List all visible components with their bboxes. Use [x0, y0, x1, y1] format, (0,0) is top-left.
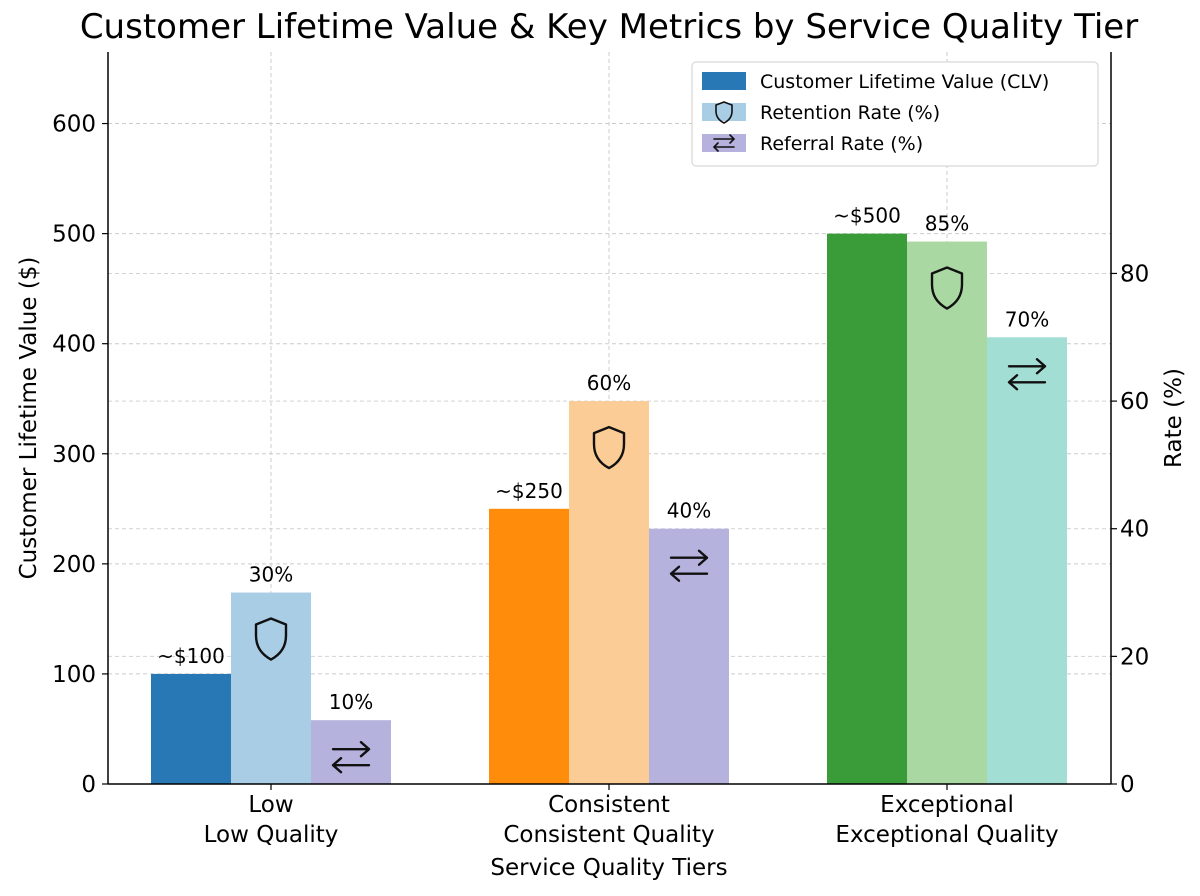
bar [907, 241, 987, 785]
legend-swatch [702, 72, 746, 90]
shield-icon [254, 617, 288, 661]
y-tick-label-right: 40 [1120, 517, 1149, 543]
swap-arrows-icon [669, 549, 709, 582]
legend-label: Retention Rate (%) [760, 102, 940, 124]
y-tick-label-right: 0 [1120, 772, 1135, 798]
bar-data-label: 10% [329, 690, 373, 714]
shield-icon [715, 101, 733, 124]
bar-data-label: ~$250 [495, 479, 563, 503]
y-tick-label-left: 200 [52, 552, 96, 578]
y-tick-label-left: 300 [52, 442, 96, 468]
swap-arrows-icon [331, 740, 371, 774]
bar-data-label: ~$100 [157, 644, 225, 668]
bar [649, 528, 729, 784]
y-tick-label-left: 0 [81, 772, 96, 798]
bar [569, 401, 649, 784]
y-tick-label-left: 500 [52, 222, 96, 248]
bar-data-label: 30% [249, 563, 293, 587]
legend-box [691, 61, 1099, 167]
bar [151, 673, 231, 784]
bar [231, 592, 311, 784]
y-tick-label-right: 20 [1120, 644, 1149, 670]
y-tick-label-left: 100 [52, 662, 96, 688]
bar-data-label: 60% [587, 371, 631, 395]
legend-label: Customer Lifetime Value (CLV) [760, 71, 1049, 93]
shield-icon [592, 425, 626, 470]
legend-swatch [702, 103, 746, 121]
y-tick-label-left: 600 [52, 112, 96, 138]
bar [827, 233, 907, 785]
x-axis-title: Service Quality Tiers [490, 855, 727, 881]
x-tick-sublabel: Low Quality [204, 822, 339, 848]
y-tick-label-right: 80 [1120, 261, 1149, 287]
y-axis-title-left: Customer Lifetime Value ($) [16, 257, 42, 580]
bar-data-label: 40% [667, 499, 711, 523]
bar-data-label: 85% [925, 212, 969, 236]
bar-data-label: 70% [1005, 307, 1049, 331]
legend-swatch [702, 134, 746, 152]
shield-icon [930, 266, 964, 310]
y-tick-label-left: 400 [52, 332, 96, 358]
y-axis-title-right: Rate (%) [1161, 368, 1187, 468]
x-tick-label: Low [248, 792, 293, 818]
series-1 [151, 233, 907, 785]
x-tick-label: Exceptional [880, 792, 1014, 818]
bar [987, 337, 1067, 784]
y-tick-label-right: 60 [1120, 389, 1149, 415]
series-2 [231, 241, 987, 785]
x-tick-sublabel: Consistent Quality [503, 822, 714, 848]
x-tick-label: Consistent [548, 792, 670, 818]
swap-arrows-icon [712, 134, 736, 152]
x-tick-sublabel: Exceptional Quality [835, 822, 1058, 848]
chart-title: Customer Lifetime Value & Key Metrics by… [80, 7, 1138, 47]
swap-arrows-icon [1007, 358, 1047, 391]
bar [489, 508, 569, 784]
bar [311, 720, 391, 784]
legend [691, 61, 1099, 167]
bar-data-label: ~$500 [833, 204, 901, 228]
series-3 [311, 337, 1067, 784]
legend-label: Referral Rate (%) [760, 133, 923, 155]
